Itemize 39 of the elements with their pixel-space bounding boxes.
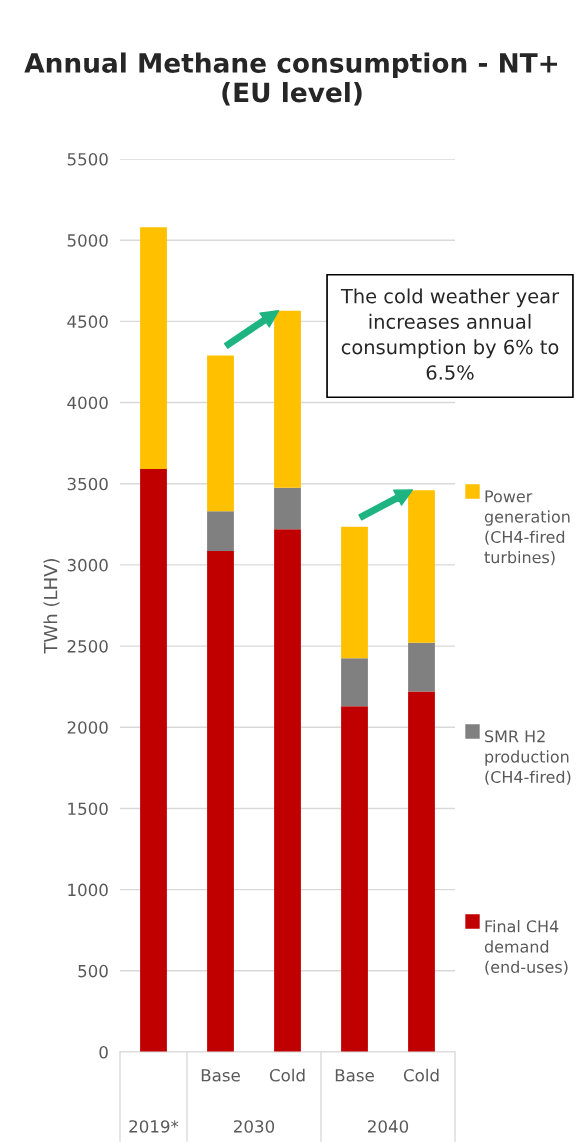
y-tick-label: 3000 [67,558,108,572]
y-axis-title: TWh (LHV) [43,558,60,654]
bar [207,551,234,1052]
y-tick-label: 3500 [67,477,108,491]
y-tick-label: 4000 [67,396,108,410]
bar [274,310,301,488]
y-tick-label: 5500 [67,152,108,166]
text: 2019* [129,1120,179,1133]
chart-title: Annual Methane consumption - NT+ (EU level) [24,52,557,106]
bar [341,526,368,659]
bar [341,658,368,707]
y-tick-label: 4500 [67,315,108,328]
bar [140,227,167,470]
y-tick-label: 2000 [67,721,108,734]
x-tick-label: Cold [403,1068,439,1082]
bar [140,469,167,1052]
bar [207,511,234,552]
y-tick-label: 500 [78,964,108,978]
x-tick-label: Base [201,1069,240,1082]
y-tick-label: 2500 [67,640,108,653]
bar [408,691,435,1052]
y-tick-label: 1000 [68,883,108,897]
text: 2030 [234,1120,275,1133]
legend-label: Power generation (CH4-fired turbines) [484,490,570,566]
x-tick-label: Cold [269,1068,305,1082]
legend-label: SMR H2 production (CH4-fired) [485,730,571,785]
y-tick-label: 1500 [68,802,108,816]
text: 2040 [368,1120,409,1133]
x-tick-label: Base [335,1069,374,1082]
y-tick-label: 5000 [67,234,108,247]
y-tick-label: 0 [99,1045,108,1059]
bar [274,487,301,530]
bar [408,642,435,692]
bar [408,490,435,643]
bar [274,529,301,1052]
legend-label: Final CH4 demand (end-uses) [484,920,568,975]
bar [341,706,368,1052]
bar [207,355,234,512]
annotation: The cold weather year increases annual consumption by 6% to 6.5% [340,288,560,380]
